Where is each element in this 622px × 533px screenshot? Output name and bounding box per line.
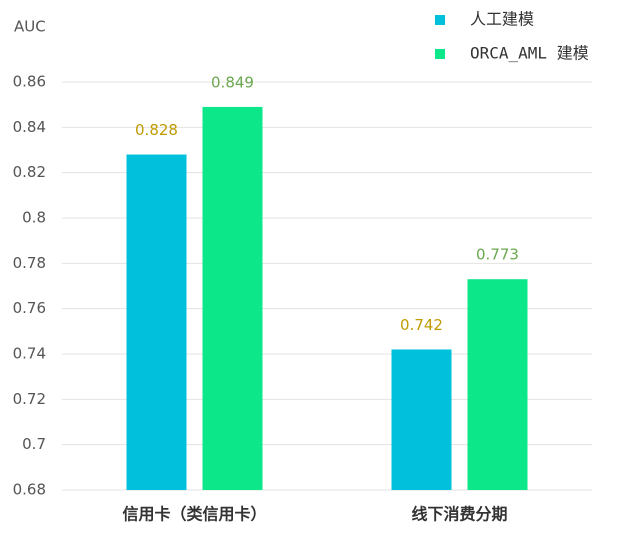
bar	[202, 106, 263, 490]
bar	[126, 154, 187, 491]
bar	[467, 279, 528, 490]
value-label: 0.742	[400, 316, 443, 334]
legend-label: ORCA_AML 建模	[470, 44, 589, 63]
legend-swatch	[435, 15, 445, 25]
value-label: 0.773	[476, 246, 519, 264]
x-tick-label: 信用卡（类信用卡）	[122, 505, 266, 524]
bar	[391, 349, 452, 490]
value-label: 0.828	[135, 121, 178, 139]
y-tick-label: 0.86	[13, 73, 46, 91]
y-tick-label: 0.78	[13, 254, 46, 272]
legend-swatch	[435, 49, 445, 59]
y-tick-label: 0.72	[13, 390, 46, 408]
y-axis-label: AUC	[14, 18, 46, 36]
y-tick-label: 0.8	[22, 209, 46, 227]
y-tick-label: 0.68	[13, 481, 46, 499]
legend-label: 人工建模	[470, 10, 534, 29]
y-tick-label: 0.82	[13, 163, 46, 181]
value-label: 0.849	[211, 73, 254, 91]
x-tick-label: 线下消费分期	[411, 505, 507, 524]
y-tick-label: 0.74	[13, 345, 46, 363]
y-tick-label: 0.7	[22, 435, 46, 453]
y-tick-label: 0.84	[13, 118, 46, 136]
y-tick-label: 0.76	[13, 299, 46, 317]
